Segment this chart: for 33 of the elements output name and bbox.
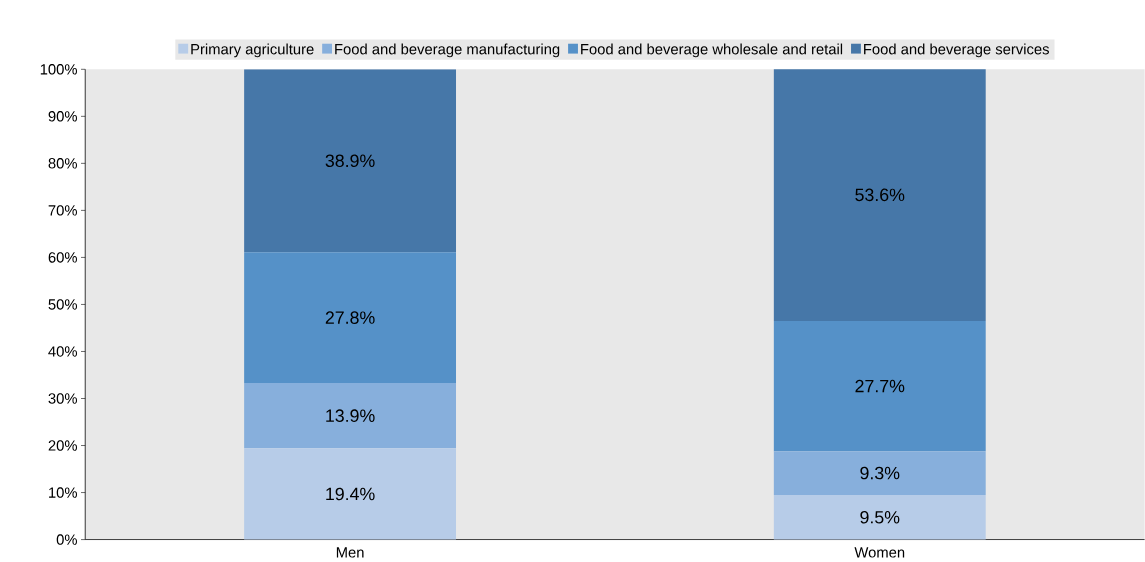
data-label: 9.3% [860, 466, 900, 480]
y-tick-label: 90% [48, 110, 77, 122]
bar [244, 69, 457, 253]
legend-label: Primary agriculture [191, 43, 314, 58]
y-tick-label: 70% [48, 204, 77, 216]
x-tick-label: Women [854, 547, 905, 558]
data-label: 9.5% [860, 510, 900, 524]
y-tick-label: 50% [48, 299, 77, 310]
legend-label: Food and beverage manufacturing [335, 43, 560, 58]
data-label: 53.6% [855, 188, 905, 201]
y-tick-label: 40% [48, 346, 77, 357]
y-tick-label: 30% [48, 393, 77, 404]
data-label: 13.9% [326, 409, 375, 422]
y-tick-label: 100% [40, 63, 77, 75]
bar [773, 451, 986, 495]
bar [773, 494, 986, 540]
legend-label: Food and beverage wholesale and retail [581, 43, 843, 58]
y-tick-label: 20% [48, 440, 77, 451]
bar [773, 320, 986, 451]
y-tick-label: 80% [48, 157, 77, 169]
data-label: 27.8% [325, 311, 375, 324]
bar [244, 252, 457, 383]
bar [244, 448, 457, 540]
y-tick-label: 0% [56, 534, 77, 545]
bar [773, 69, 986, 321]
x-tick-label: Men [336, 547, 364, 558]
data-label: 27.7% [855, 379, 905, 393]
y-tick-label: 60% [48, 252, 77, 263]
y-tick-label: 10% [49, 487, 77, 498]
data-label: 38.9% [325, 154, 375, 167]
data-label: 19.4% [326, 487, 375, 501]
bar [244, 382, 457, 449]
legend-label: Food and beverage services [864, 43, 1049, 58]
